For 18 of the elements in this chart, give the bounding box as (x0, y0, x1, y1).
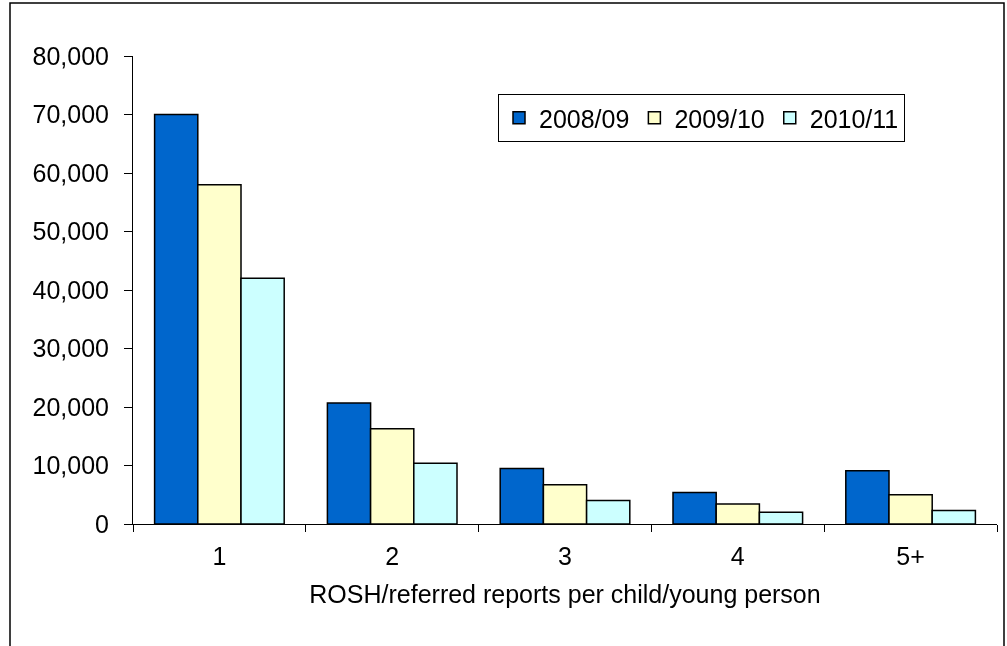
x-tick-label: 4 (730, 542, 745, 570)
y-tick-label: 10,000 (32, 451, 109, 480)
x-tick-label: 2 (385, 542, 400, 570)
y-tick-label: 30,000 (32, 334, 109, 363)
x-tick-label: 3 (558, 542, 572, 570)
legend-label: 2009/10 (674, 104, 765, 133)
y-tick-label: 70,000 (32, 100, 109, 129)
x-tick-label: 1 (212, 542, 227, 570)
y-tick-label: 60,000 (32, 158, 109, 187)
y-tick-label: 50,000 (32, 217, 109, 246)
x-tick-label: 5+ (896, 542, 925, 570)
legend-label: 2008/09 (539, 104, 630, 133)
x-axis-title: ROSH/referred reports per child/young person (309, 580, 821, 608)
y-tick-label: 40,000 (32, 275, 109, 304)
y-tick-label: 0 (95, 509, 109, 538)
y-tick-label: 80,000 (32, 41, 109, 70)
legend-label: 2010/11 (809, 104, 899, 133)
y-tick-label: 20,000 (32, 392, 109, 421)
